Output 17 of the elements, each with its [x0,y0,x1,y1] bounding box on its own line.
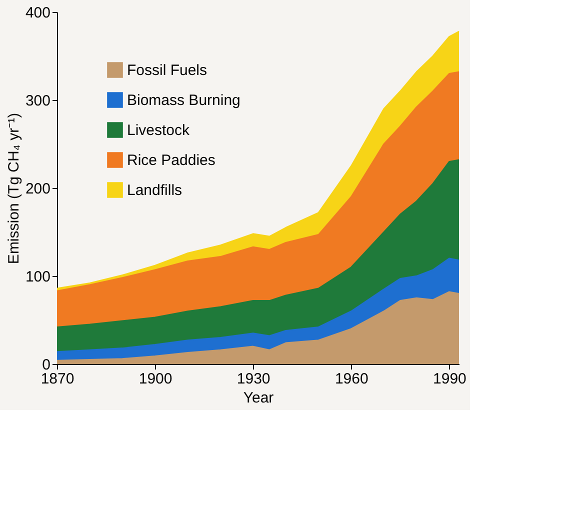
y-tick-label: 0 [42,356,50,374]
legend-label: Livestock [127,122,190,139]
x-tick-label: 1960 [334,370,368,388]
legend-label: Landfills [127,182,182,199]
x-tick-label: 1900 [138,370,172,388]
y-tick-label: 200 [25,180,50,198]
x-axis-title: Year [243,390,274,406]
y-tick-label: 300 [25,92,50,110]
y-tick-label: 100 [25,268,50,286]
x-tick-label: 1990 [433,370,466,388]
y-tick-label: 400 [25,4,50,22]
legend-label: Biomass Burning [127,92,240,109]
x-tick-label: 1870 [40,370,74,388]
y-axis-title: Emission (Tg CH₄ yr⁻¹) [5,112,22,264]
legend-label: Fossil Fuels [127,62,208,79]
legend-label: Rice Paddies [127,152,216,169]
x-tick-label: 1930 [236,370,270,388]
